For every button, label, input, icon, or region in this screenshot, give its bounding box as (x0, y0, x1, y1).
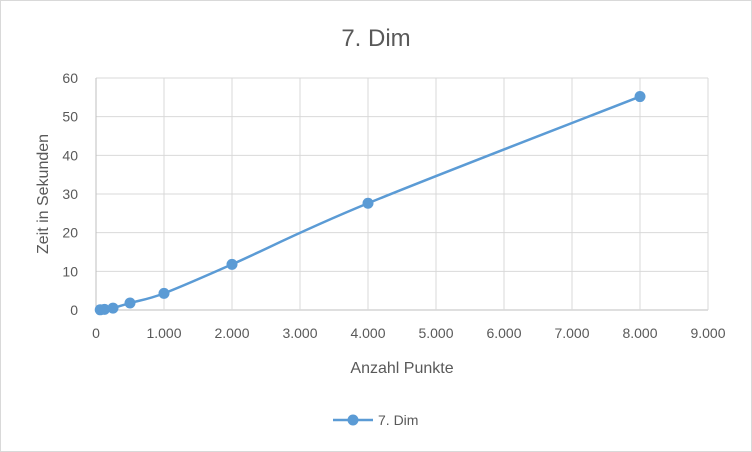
data-point (158, 287, 170, 299)
x-axis-title: Anzahl Punkte (350, 360, 453, 377)
y-axis-ticks: 0 10 20 30 40 50 60 (62, 70, 78, 318)
x-tick-label: 9.000 (690, 325, 725, 341)
data-point (124, 297, 136, 309)
legend: 7. Dim (333, 412, 418, 428)
y-tick-label: 0 (70, 302, 78, 318)
data-point (226, 258, 238, 270)
y-axis-title: Zeit in Sekunden (35, 134, 52, 254)
y-tick-label: 30 (62, 186, 78, 202)
x-tick-label: 6.000 (486, 325, 521, 341)
x-tick-label: 3.000 (282, 325, 317, 341)
x-tick-label: 5.000 (418, 325, 453, 341)
x-tick-label: 1.000 (146, 325, 181, 341)
x-tick-label: 4.000 (350, 325, 385, 341)
data-point (634, 91, 646, 103)
x-tick-label: 0 (92, 325, 100, 341)
y-tick-label: 50 (62, 109, 78, 125)
data-point (107, 302, 119, 314)
data-point (362, 197, 374, 209)
y-tick-label: 40 (62, 147, 78, 163)
gridlines (95, 77, 709, 311)
x-axis-ticks: 0 1.000 2.000 3.000 4.000 5.000 6.000 7.000 8.00… (92, 325, 726, 341)
x-tick-label: 7.000 (554, 325, 589, 341)
x-tick-label: 2.000 (214, 325, 249, 341)
chart-title: 7. Dim (341, 25, 410, 52)
series-group (94, 91, 646, 316)
data-point (99, 303, 110, 315)
legend-marker (347, 414, 359, 426)
legend-label: 7. Dim (378, 412, 418, 428)
x-tick-label: 8.000 (622, 325, 657, 341)
y-tick-label: 60 (62, 70, 78, 86)
y-tick-label: 20 (62, 225, 78, 241)
y-tick-label: 10 (62, 263, 78, 279)
